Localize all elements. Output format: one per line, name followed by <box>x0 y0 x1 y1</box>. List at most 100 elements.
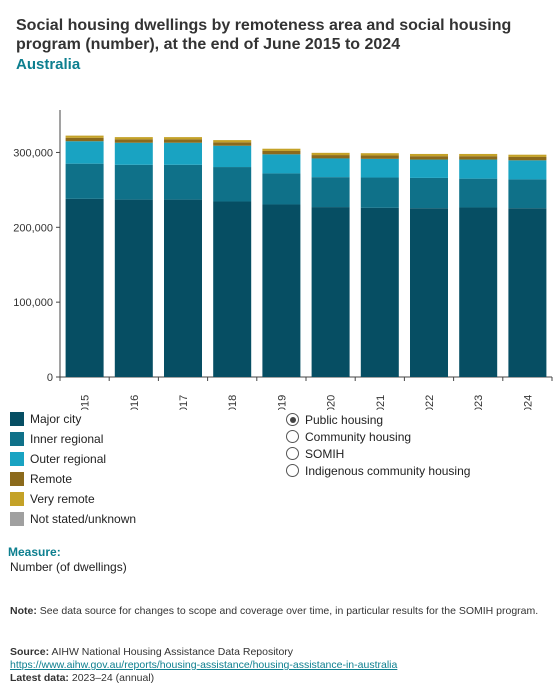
source-block: Source: AIHW National Housing Assistance… <box>10 646 550 685</box>
bar-segment <box>410 156 448 160</box>
bar-segment <box>360 158 399 178</box>
bar-segment <box>262 150 301 155</box>
bar-segment <box>459 178 498 208</box>
bar-segment <box>213 201 252 377</box>
bar-segment <box>410 177 448 209</box>
bar-segment <box>459 159 498 179</box>
legend-label: Major city <box>30 412 82 426</box>
radio-icon[interactable] <box>286 430 299 443</box>
bar-segment <box>360 153 399 156</box>
legend-label: Inner regional <box>30 432 104 446</box>
bar-segment <box>262 173 301 205</box>
bar-segment <box>114 199 153 377</box>
bar-segment <box>459 156 498 160</box>
bar-segment <box>65 135 104 138</box>
bar-segment <box>508 208 547 377</box>
legend-swatch <box>10 452 24 466</box>
legend: Major city Inner regional Outer regional Re… <box>10 409 136 529</box>
radio-label: Indigenous community housing <box>305 463 471 478</box>
bar-segment <box>360 155 399 159</box>
radio-label: Public housing <box>305 412 384 427</box>
x-tick-label: 2020 <box>326 395 338 410</box>
latest-data-label: Latest data: <box>10 672 69 684</box>
legend-swatch <box>10 472 24 486</box>
source-text: AIHW National Housing Assistance Data Re… <box>51 646 294 658</box>
legend-label: Very remote <box>30 492 95 506</box>
legend-item[interactable]: Major city <box>10 409 136 429</box>
bar-segment <box>360 177 399 208</box>
bar-segment <box>508 179 547 209</box>
note: Note: See data source for changes to sco… <box>10 605 545 618</box>
chart-title: Social housing dwellings by remoteness a… <box>16 17 512 53</box>
program-radio-group: Public housing Community housing SOMIH Indi… <box>286 411 470 479</box>
legend-swatch <box>10 492 24 506</box>
y-tick-label: 200,000 <box>13 222 53 234</box>
radio-icon[interactable] <box>286 447 299 460</box>
stacked-bar-chart: 0 100,000 200,000 300,000 2015 2016 2017 2018 20… <box>13 110 553 410</box>
x-tick-label: 2019 <box>276 395 288 410</box>
bar-segment <box>65 141 104 164</box>
measure-value: Number (of dwellings) <box>10 560 127 574</box>
bar-segment <box>65 198 104 377</box>
legend-item[interactable]: Outer regional <box>10 449 136 469</box>
x-tick-label: 2017 <box>178 395 190 410</box>
bar-segment <box>459 207 498 377</box>
bar-segment <box>213 145 252 168</box>
bar-segment <box>164 199 202 377</box>
bar-segment <box>213 140 252 143</box>
measure-label: Measure: <box>8 545 61 559</box>
x-tick-label: 2022 <box>424 395 436 410</box>
bar-segment <box>508 154 547 157</box>
bar-segment <box>410 208 448 377</box>
note-label: Note: <box>10 605 37 617</box>
legend-label: Remote <box>30 472 73 486</box>
legend-item[interactable]: Remote <box>10 469 136 489</box>
legend-item[interactable]: Not stated/unknown <box>10 509 136 529</box>
bar-segment <box>262 148 301 151</box>
bar-segment <box>508 156 547 161</box>
legend-swatch <box>10 412 24 426</box>
bar-segment <box>262 154 301 174</box>
x-tick-label: 2024 <box>522 395 534 410</box>
bar-segment <box>410 159 448 178</box>
bar-segment <box>508 160 547 180</box>
bar-segment <box>410 153 448 157</box>
legend-label: Not stated/unknown <box>30 512 137 526</box>
bar-segment <box>114 139 153 143</box>
radio-label: Community housing <box>305 429 412 444</box>
y-tick-label: 300,000 <box>13 147 53 159</box>
bar-segment <box>164 139 202 143</box>
bar-segment <box>114 164 153 200</box>
bar-segment <box>459 153 498 157</box>
program-radio-option[interactable]: Indigenous community housing <box>286 462 470 479</box>
chart-subtitle: Australia <box>16 56 81 73</box>
bar-segment <box>65 137 104 142</box>
bar-segment <box>311 152 350 156</box>
program-radio-option[interactable]: Public housing <box>286 411 470 428</box>
latest-data-text: 2023–24 (annual) <box>71 672 155 684</box>
x-tick-label: 2015 <box>80 395 92 410</box>
radio-icon[interactable] <box>286 464 299 477</box>
legend-swatch <box>10 432 24 446</box>
legend-item[interactable]: Inner regional <box>10 429 136 449</box>
x-tick-label: 2016 <box>129 395 141 410</box>
bar-segment <box>311 155 350 159</box>
bar-segment <box>311 177 350 208</box>
legend-item[interactable]: Very remote <box>10 489 136 509</box>
bar-segment <box>164 164 202 200</box>
bar-segment <box>311 207 350 377</box>
bar-segment <box>65 163 104 199</box>
bar-segment <box>262 204 301 377</box>
bar-segment <box>213 167 252 202</box>
x-tick-label: 2018 <box>227 395 239 410</box>
source-link[interactable]: https://www.aihw.gov.au/reports/housing-… <box>10 659 398 671</box>
program-radio-option[interactable]: Community housing <box>286 428 470 445</box>
bar-segment <box>360 207 399 377</box>
bar-segment <box>114 137 153 140</box>
y-tick-label: 0 <box>47 372 53 384</box>
program-radio-option[interactable]: SOMIH <box>286 445 470 462</box>
legend-label: Outer regional <box>30 452 107 466</box>
bar-segment <box>213 142 252 146</box>
bar-segment <box>164 137 202 140</box>
radio-icon[interactable] <box>286 413 299 426</box>
